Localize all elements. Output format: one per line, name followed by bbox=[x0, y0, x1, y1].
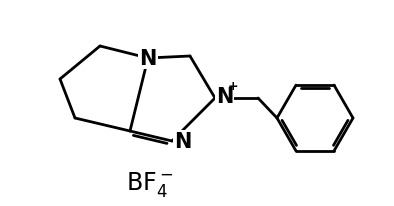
Text: +: + bbox=[228, 80, 239, 93]
Text: N: N bbox=[139, 49, 157, 69]
Text: N: N bbox=[216, 87, 233, 107]
Text: N: N bbox=[174, 131, 191, 151]
Text: $\mathregular{BF_4^-}$: $\mathregular{BF_4^-}$ bbox=[126, 170, 174, 199]
